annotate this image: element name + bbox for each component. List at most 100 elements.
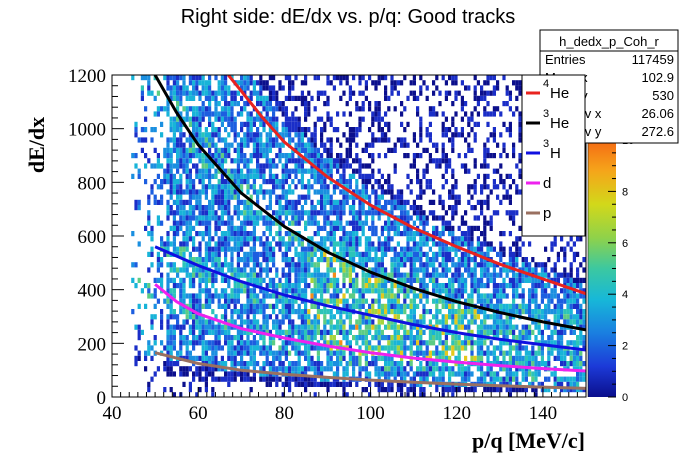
heatmap-cell (368, 314, 372, 320)
heatmap-cell (512, 324, 516, 330)
heatmap-cell (198, 355, 202, 361)
heatmap-cell (364, 184, 368, 190)
heatmap-cell (441, 158, 445, 164)
heatmap-cell (432, 215, 436, 221)
heatmap-cell (364, 262, 368, 268)
heatmap-cell (166, 231, 170, 237)
heatmap-cell (288, 80, 292, 86)
heatmap-cell (246, 350, 250, 356)
heatmap-cell (208, 116, 212, 122)
heatmap-cell (480, 283, 484, 289)
heatmap-cell (204, 189, 208, 195)
heatmap-cell (502, 303, 506, 309)
heatmap-cell (441, 241, 445, 247)
heatmap-cell (275, 163, 279, 169)
heatmap-cell (268, 277, 272, 283)
heatmap-cell (204, 246, 208, 252)
heatmap-cell (220, 262, 224, 268)
heatmap-cell (470, 345, 474, 351)
heatmap-cell (220, 210, 224, 216)
heatmap-cell (444, 366, 448, 372)
heatmap-cell (483, 90, 487, 96)
heatmap-cell (419, 210, 423, 216)
heatmap-cell (320, 173, 324, 179)
heatmap-cell (540, 309, 544, 315)
heatmap-cell (419, 137, 423, 143)
heatmap-cell (230, 189, 234, 195)
heatmap-cell (150, 345, 154, 351)
heatmap-cell (467, 335, 471, 341)
heatmap-cell (233, 225, 237, 231)
heatmap-cell (256, 298, 260, 304)
heatmap-cell (217, 179, 221, 185)
heatmap-cell (176, 147, 180, 153)
heatmap-cell (204, 220, 208, 226)
heatmap-cell (201, 303, 205, 309)
heatmap-cell (560, 340, 564, 346)
heatmap-cell (444, 288, 448, 294)
heatmap-cell (224, 257, 228, 263)
heatmap-cell (294, 95, 298, 101)
heatmap-cell (166, 142, 170, 148)
heatmap-cell (259, 350, 263, 356)
heatmap-cell (444, 179, 448, 185)
heatmap-cell (240, 75, 244, 81)
heatmap-cell (409, 314, 413, 320)
heatmap-cell (284, 314, 288, 320)
heatmap-cell (227, 85, 231, 91)
heatmap-cell (163, 361, 167, 367)
heatmap-cell (278, 101, 282, 107)
heatmap-cell (499, 272, 503, 278)
heatmap-cell (342, 90, 346, 96)
heatmap-cell (364, 283, 368, 289)
heatmap-cell (400, 324, 404, 330)
heatmap-cell (492, 293, 496, 299)
heatmap-cell (211, 251, 215, 257)
heatmap-cell (246, 366, 250, 372)
heatmap-cell (342, 251, 346, 257)
heatmap-cell (550, 288, 554, 294)
heatmap-cell (508, 361, 512, 367)
heatmap-cell (204, 329, 208, 335)
heatmap-cell (313, 293, 317, 299)
heatmap-cell (230, 95, 234, 101)
heatmap-cell (262, 220, 266, 226)
heatmap-cell (179, 215, 183, 221)
heatmap-cell (460, 95, 464, 101)
heatmap-cell (556, 251, 560, 257)
heatmap-cell (147, 158, 151, 164)
heatmap-cell (233, 210, 237, 216)
heatmap-cell (371, 309, 375, 315)
heatmap-cell (262, 241, 266, 247)
heatmap-cell (361, 251, 365, 257)
heatmap-cell (524, 267, 528, 273)
heatmap-cell (416, 153, 420, 159)
heatmap-cell (364, 355, 368, 361)
heatmap-cell (540, 340, 544, 346)
heatmap-cell (153, 314, 157, 320)
heatmap-cell (339, 267, 343, 273)
heatmap-cell (540, 298, 544, 304)
heatmap-cell (518, 345, 522, 351)
heatmap-cell (454, 277, 458, 283)
heatmap-cell (326, 236, 330, 242)
heatmap-cell (444, 80, 448, 86)
heatmap-cell (441, 319, 445, 325)
heatmap-cell (291, 329, 295, 335)
heatmap-cell (499, 173, 503, 179)
heatmap-cell (518, 121, 522, 127)
heatmap-cell (499, 246, 503, 252)
heatmap-cell (499, 257, 503, 263)
heatmap-cell (272, 75, 276, 81)
heatmap-cell (195, 163, 199, 169)
heatmap-cell (451, 246, 455, 252)
heatmap-cell (256, 272, 260, 278)
heatmap-cell (355, 158, 359, 164)
heatmap-cell (457, 283, 461, 289)
heatmap-cell (310, 246, 314, 252)
heatmap-cell (473, 85, 477, 91)
heatmap-cell (307, 168, 311, 174)
heatmap-cell (294, 345, 298, 351)
heatmap-cell (432, 257, 436, 263)
heatmap-cell (227, 199, 231, 205)
